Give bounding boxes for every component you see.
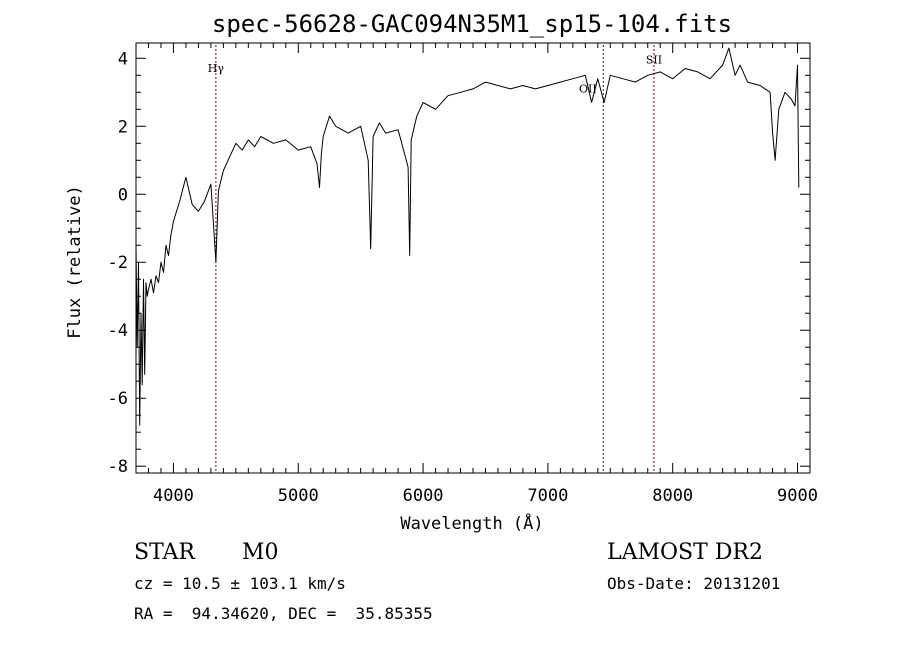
survey-name: LAMOST DR2 bbox=[607, 540, 763, 565]
x-axis-label: Wavelength (Å) bbox=[400, 512, 543, 534]
chart-title: spec-56628-GAC094N35M1_sp15-104.fits bbox=[212, 10, 732, 38]
x-tick-label: 4000 bbox=[153, 486, 194, 506]
axis-layer: 4000 5000 6000 7000 8000 9000 -8 -6 -4 -2 0 2 4 bbox=[108, 42, 818, 506]
y-tick-label: -2 bbox=[108, 253, 128, 273]
y-tick-label: -8 bbox=[108, 457, 128, 477]
y-axis-label: Flux (relative) bbox=[65, 185, 85, 339]
plot-frame bbox=[135, 42, 811, 474]
y-tick-label: 0 bbox=[118, 185, 128, 205]
x-tick-label: 9000 bbox=[777, 486, 818, 506]
series-layer bbox=[135, 47, 800, 426]
y-tick-label: 2 bbox=[118, 117, 128, 137]
y-tick-label: 4 bbox=[118, 49, 128, 69]
coordinates-text: RA = 94.34620, DEC = 35.85355 bbox=[134, 604, 433, 623]
obs-date-text: Obs-Date: 20131201 bbox=[607, 574, 781, 593]
object-subclass: M0 bbox=[242, 540, 279, 565]
x-tick-label: 7000 bbox=[527, 486, 568, 506]
x-tick-label: 6000 bbox=[403, 486, 444, 506]
x-tick-label: 5000 bbox=[278, 486, 319, 506]
y-tick-label: -6 bbox=[108, 389, 128, 409]
x-tick-label: 8000 bbox=[652, 486, 693, 506]
object-class: STAR bbox=[134, 540, 195, 565]
spectral-line-label: Hγ bbox=[208, 62, 225, 75]
spectrum-series-line bbox=[135, 47, 800, 426]
y-tick-label: -4 bbox=[108, 321, 128, 341]
spectral-line-label: SII bbox=[646, 53, 662, 66]
spectral-line-label: OII bbox=[579, 82, 597, 95]
redshift-text: cz = 10.5 ± 103.1 km/s bbox=[134, 574, 346, 593]
